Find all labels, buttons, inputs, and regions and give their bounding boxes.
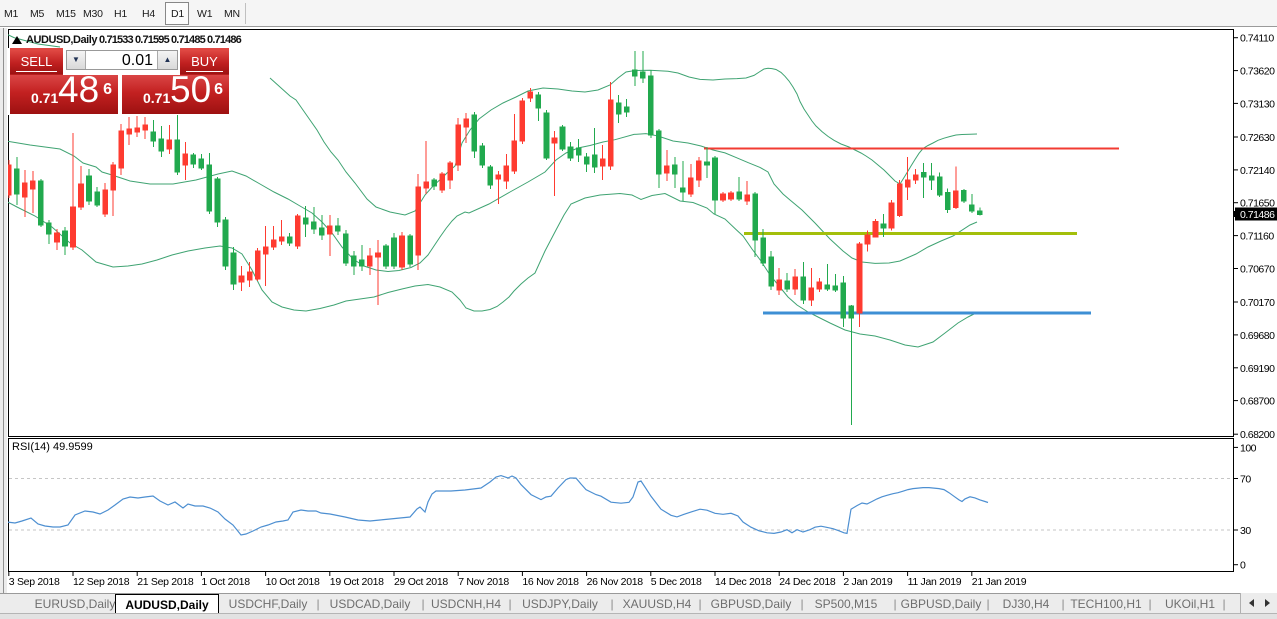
svg-text:11 Jan 2019: 11 Jan 2019: [908, 576, 962, 588]
svg-text:0.71160: 0.71160: [1240, 231, 1274, 243]
svg-text:0.73130: 0.73130: [1240, 98, 1275, 110]
svg-text:0.71486: 0.71486: [1240, 209, 1275, 221]
svg-text:0.68200: 0.68200: [1240, 429, 1275, 441]
svg-text:2 Jan 2019: 2 Jan 2019: [843, 576, 892, 588]
svg-text:10 Oct 2018: 10 Oct 2018: [266, 576, 320, 588]
svg-text:16 Nov 2018: 16 Nov 2018: [522, 576, 579, 588]
svg-text:19 Oct 2018: 19 Oct 2018: [330, 576, 384, 588]
svg-text:30: 30: [1240, 525, 1251, 537]
svg-text:0.69190: 0.69190: [1240, 363, 1275, 375]
svg-text:7 Nov 2018: 7 Nov 2018: [458, 576, 509, 588]
svg-text:0.70170: 0.70170: [1240, 297, 1275, 309]
svg-text:0.69680: 0.69680: [1240, 330, 1275, 342]
svg-text:24 Dec 2018: 24 Dec 2018: [779, 576, 836, 588]
svg-text:0.72630: 0.72630: [1240, 132, 1275, 144]
svg-text:21 Jan 2019: 21 Jan 2019: [972, 576, 1027, 588]
svg-text:0.72140: 0.72140: [1240, 165, 1275, 177]
svg-text:100: 100: [1240, 442, 1257, 454]
svg-text:0.74110: 0.74110: [1240, 33, 1274, 45]
svg-text:21 Sep 2018: 21 Sep 2018: [137, 576, 194, 588]
svg-text:0.73620: 0.73620: [1240, 66, 1275, 78]
svg-text:0.71650: 0.71650: [1240, 198, 1275, 210]
svg-text:5 Dec 2018: 5 Dec 2018: [651, 576, 702, 588]
svg-text:0.70670: 0.70670: [1240, 264, 1275, 276]
svg-text:0.68700: 0.68700: [1240, 396, 1275, 408]
svg-text:0: 0: [1240, 560, 1246, 572]
svg-text:29 Oct 2018: 29 Oct 2018: [394, 576, 448, 588]
svg-text:70: 70: [1240, 474, 1251, 486]
svg-text:12 Sep 2018: 12 Sep 2018: [73, 576, 130, 588]
svg-text:3 Sep 2018: 3 Sep 2018: [9, 576, 60, 588]
svg-text:14 Dec 2018: 14 Dec 2018: [715, 576, 772, 588]
svg-text:1 Oct 2018: 1 Oct 2018: [201, 576, 250, 588]
svg-text:26 Nov 2018: 26 Nov 2018: [587, 576, 644, 588]
